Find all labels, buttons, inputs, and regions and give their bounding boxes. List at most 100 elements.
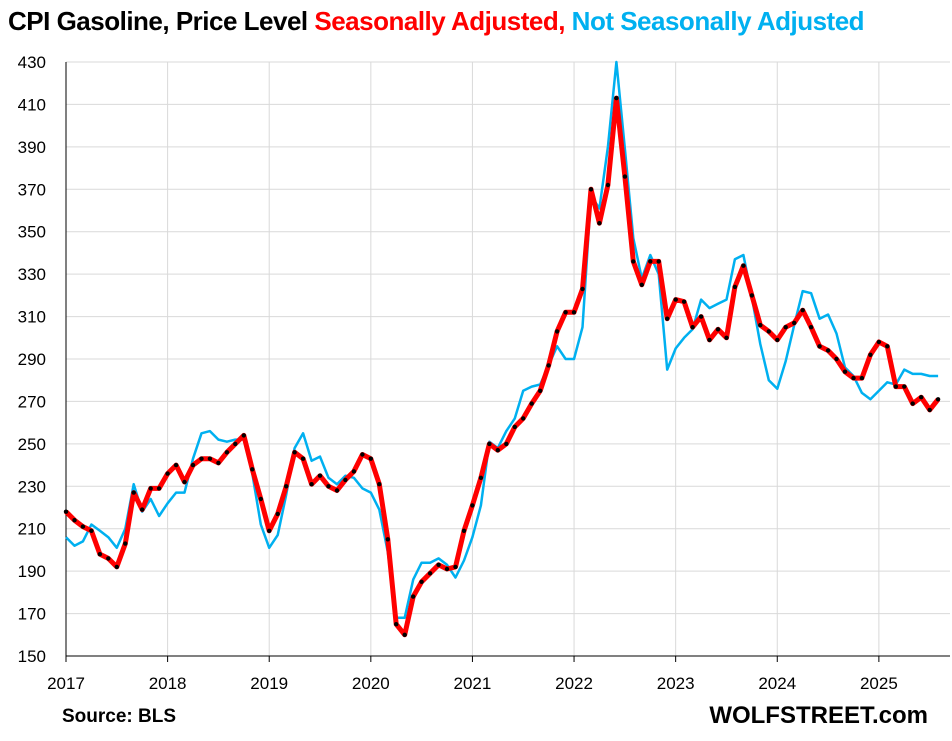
sa-data-point bbox=[775, 337, 780, 343]
y-axis-ticks: 150 170 190 210 230 250 270 290 310 330 350 370 390 4… bbox=[18, 53, 46, 666]
source-note: Source: BLS bbox=[62, 706, 177, 727]
sa-data-point bbox=[411, 594, 416, 599]
sa-data-point bbox=[885, 344, 890, 349]
title-seasonally-adjusted: Seasonally Adjusted, bbox=[314, 6, 565, 36]
sa-data-point bbox=[233, 441, 238, 447]
sa-data-point bbox=[902, 384, 907, 389]
y-tick-label: 330 bbox=[18, 265, 46, 284]
title-not-seasonally-adjusted: Not Seasonally Adjusted bbox=[571, 6, 865, 36]
sa-data-point bbox=[893, 384, 898, 389]
sa-data-point bbox=[512, 424, 517, 430]
sa-data-point bbox=[825, 348, 831, 353]
sa-data-point bbox=[224, 450, 230, 455]
sa-data-point bbox=[910, 401, 915, 406]
sa-data-point bbox=[394, 622, 399, 627]
sa-data-point bbox=[614, 95, 619, 101]
sa-data-point bbox=[419, 579, 424, 584]
sa-data-point bbox=[656, 259, 661, 264]
x-axis-ticks: 2017 2018 2019 2020 2021 2022 2023 2024 2025 bbox=[47, 674, 898, 693]
y-tick-label: 230 bbox=[18, 477, 46, 496]
y-tick-label: 310 bbox=[18, 308, 46, 327]
sa-data-point bbox=[250, 467, 255, 472]
sa-data-point bbox=[817, 344, 822, 349]
sa-data-point bbox=[842, 369, 848, 374]
sa-data-point bbox=[89, 528, 94, 533]
sa-data-point bbox=[876, 339, 882, 345]
sa-data-point bbox=[385, 537, 390, 542]
sa-data-point bbox=[453, 564, 458, 570]
sa-data-point bbox=[665, 316, 670, 321]
sa-data-point bbox=[63, 509, 69, 514]
sa-data-point bbox=[808, 325, 814, 330]
sa-data-point bbox=[648, 259, 653, 264]
gridlines bbox=[65, 61, 950, 657]
sa-data-point bbox=[927, 407, 932, 413]
sa-data-point bbox=[749, 293, 755, 298]
sa-data-point bbox=[495, 448, 500, 453]
y-tick-label: 150 bbox=[18, 647, 46, 666]
sa-data-point bbox=[546, 363, 551, 368]
sa-data-point bbox=[377, 482, 382, 487]
sa-data-point bbox=[698, 314, 704, 319]
sa-data-point bbox=[597, 221, 602, 226]
sa-data-point bbox=[834, 356, 839, 362]
sa-data-point bbox=[72, 518, 77, 523]
sa-data-point bbox=[106, 556, 111, 561]
sa-data-point bbox=[207, 456, 213, 461]
sa-data-point bbox=[800, 308, 805, 313]
sa-data-point bbox=[639, 282, 644, 287]
sa-data-point bbox=[673, 297, 678, 302]
sa-data-point bbox=[758, 322, 763, 328]
sa-data-point bbox=[724, 335, 729, 340]
y-tick-label: 410 bbox=[18, 95, 46, 114]
sa-data-point bbox=[317, 473, 323, 478]
x-tick-label: 2018 bbox=[149, 674, 187, 693]
sa-data-point bbox=[631, 259, 636, 264]
sa-data-point bbox=[554, 329, 560, 334]
sa-data-point bbox=[766, 329, 771, 334]
sa-data-point bbox=[783, 325, 788, 330]
sa-data-point bbox=[199, 456, 204, 461]
y-tick-label: 390 bbox=[18, 138, 46, 157]
sa-data-point bbox=[351, 469, 357, 474]
sa-data-point bbox=[267, 528, 272, 533]
sa-data-point bbox=[309, 482, 314, 487]
y-tick-label: 170 bbox=[18, 605, 46, 624]
y-tick-label: 350 bbox=[18, 223, 46, 242]
sa-data-point bbox=[563, 310, 568, 315]
sa-data-point bbox=[334, 488, 340, 493]
sa-data-point bbox=[148, 486, 153, 491]
sa-data-point bbox=[859, 375, 865, 381]
sa-data-point bbox=[300, 456, 306, 461]
series-line-not-seasonally-adjusted bbox=[65, 60, 939, 620]
y-tick-label: 370 bbox=[18, 180, 46, 199]
x-tick-label: 2024 bbox=[758, 674, 796, 693]
sa-data-point bbox=[444, 566, 450, 572]
y-tick-label: 250 bbox=[18, 435, 46, 454]
sa-data-point bbox=[275, 511, 280, 517]
sa-data-point bbox=[521, 416, 526, 421]
sa-data-point bbox=[131, 490, 136, 495]
sa-data-point bbox=[605, 182, 611, 188]
sa-data-point bbox=[156, 486, 162, 491]
sa-data-point bbox=[182, 479, 187, 485]
sa-data-point bbox=[368, 456, 373, 461]
series-group bbox=[63, 60, 941, 638]
chart-title: CPI Gasoline, Price Level Seasonally Adj… bbox=[8, 6, 865, 37]
x-tick-label: 2017 bbox=[47, 674, 85, 693]
sa-data-point bbox=[216, 460, 221, 466]
sa-data-point bbox=[529, 401, 534, 406]
sa-data-point bbox=[707, 337, 712, 343]
sa-data-point bbox=[123, 541, 128, 546]
sa-data-point bbox=[284, 484, 289, 489]
sa-data-point bbox=[241, 433, 246, 438]
title-main: CPI Gasoline, Price Level bbox=[8, 6, 308, 36]
sa-data-point bbox=[741, 263, 746, 268]
sa-data-point bbox=[402, 632, 407, 637]
sa-data-point bbox=[173, 462, 179, 468]
sa-data-point bbox=[470, 503, 475, 508]
sa-data-point bbox=[487, 441, 492, 447]
sa-data-point bbox=[436, 562, 441, 567]
sa-data-point bbox=[690, 325, 695, 330]
